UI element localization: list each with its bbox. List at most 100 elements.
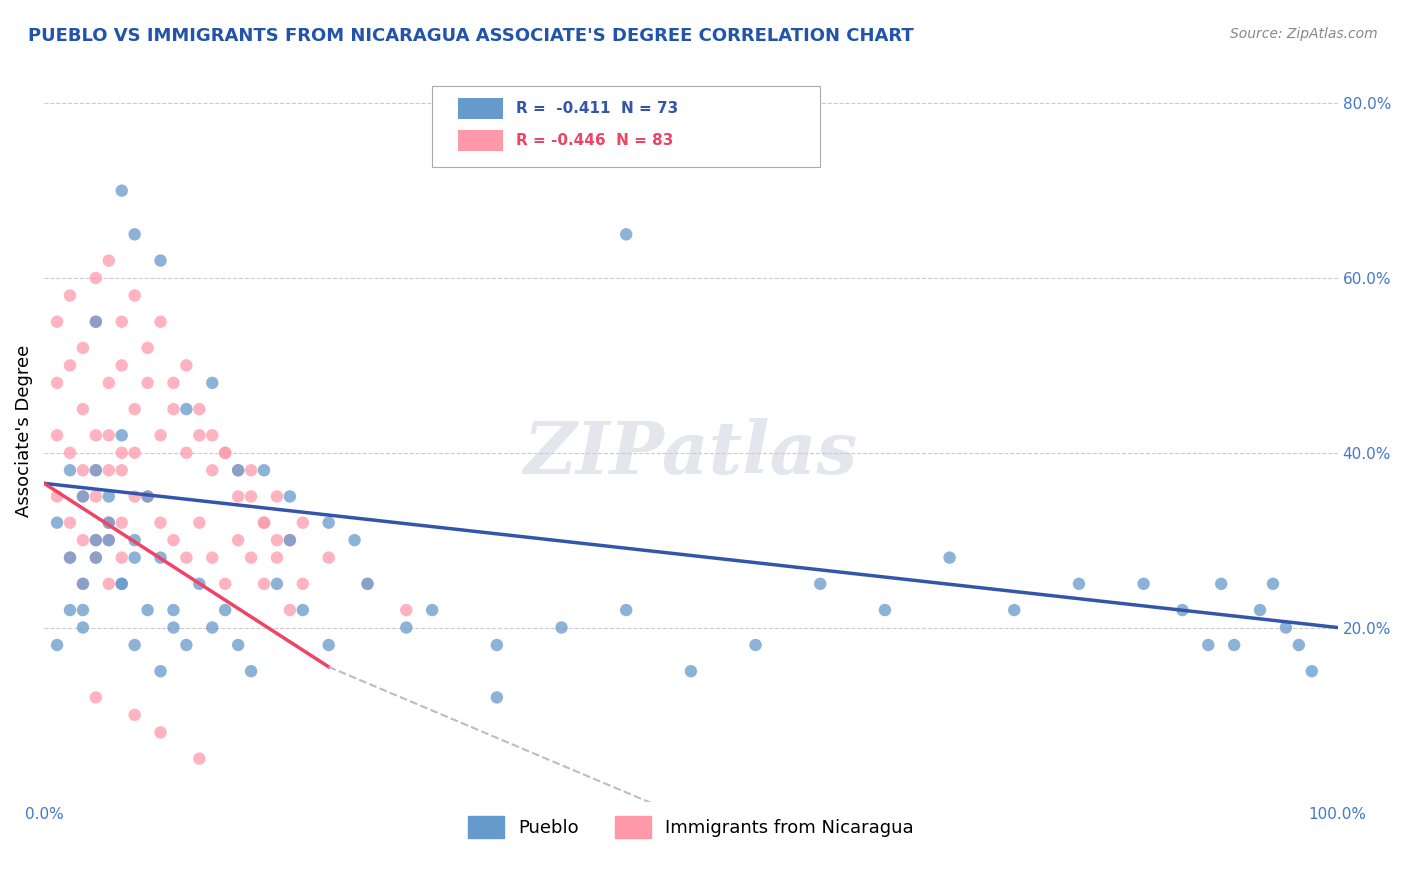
Point [111, 428, 134, 442]
Point [111, 359, 134, 373]
Point [679, 664, 702, 678]
Point [111, 184, 134, 198]
Point [395, 621, 418, 635]
Point [72, 603, 94, 617]
Point [136, 341, 159, 355]
Point [97, 533, 120, 548]
Point [214, 603, 236, 617]
Point [266, 577, 288, 591]
Point [59, 603, 82, 617]
Point [72, 490, 94, 504]
Point [1171, 603, 1194, 617]
Point [111, 463, 134, 477]
Point [136, 490, 159, 504]
Point [97, 428, 120, 442]
Point [124, 490, 146, 504]
Point [84, 271, 107, 285]
Point [485, 638, 508, 652]
Point [72, 463, 94, 477]
Point [1211, 577, 1233, 591]
Text: R = -0.446  N = 83: R = -0.446 N = 83 [516, 133, 673, 148]
Point [72, 341, 94, 355]
Point [485, 690, 508, 705]
Point [149, 664, 172, 678]
Point [188, 402, 211, 417]
Point [278, 490, 301, 504]
Point [201, 550, 224, 565]
Point [938, 550, 960, 565]
Point [84, 550, 107, 565]
Point [1002, 603, 1025, 617]
Point [240, 550, 263, 565]
Point [201, 463, 224, 477]
Point [253, 463, 276, 477]
Point [550, 621, 572, 635]
Point [72, 577, 94, 591]
Point [176, 550, 198, 565]
Point [1067, 577, 1090, 591]
Point [149, 315, 172, 329]
Point [162, 376, 184, 390]
Point [253, 577, 276, 591]
Point [176, 638, 198, 652]
Point [1223, 638, 1246, 652]
Point [97, 376, 120, 390]
Point [1197, 638, 1219, 652]
Point [201, 621, 224, 635]
Point [97, 516, 120, 530]
Point [420, 603, 443, 617]
Point [84, 428, 107, 442]
Point [84, 490, 107, 504]
Point [124, 533, 146, 548]
Point [188, 577, 211, 591]
Point [97, 533, 120, 548]
Point [291, 577, 314, 591]
Text: PUEBLO VS IMMIGRANTS FROM NICARAGUA ASSOCIATE'S DEGREE CORRELATION CHART: PUEBLO VS IMMIGRANTS FROM NICARAGUA ASSO… [28, 27, 914, 45]
Point [188, 516, 211, 530]
Point [46, 376, 69, 390]
Point [111, 446, 134, 460]
Point [176, 446, 198, 460]
Point [162, 402, 184, 417]
Point [149, 516, 172, 530]
Point [149, 253, 172, 268]
Legend: Pueblo, Immigrants from Nicaragua: Pueblo, Immigrants from Nicaragua [460, 809, 921, 846]
Point [318, 550, 340, 565]
Point [111, 516, 134, 530]
Point [291, 603, 314, 617]
Point [59, 516, 82, 530]
Point [59, 550, 82, 565]
Point [240, 664, 263, 678]
Point [84, 533, 107, 548]
Point [124, 446, 146, 460]
Point [1261, 577, 1284, 591]
Point [59, 288, 82, 302]
Point [84, 315, 107, 329]
Point [240, 490, 263, 504]
Text: R =  -0.411  N = 73: R = -0.411 N = 73 [516, 101, 679, 116]
Text: ZIPatlas: ZIPatlas [524, 417, 858, 489]
Point [149, 725, 172, 739]
Point [318, 516, 340, 530]
Point [201, 376, 224, 390]
Point [136, 603, 159, 617]
Point [59, 550, 82, 565]
Point [162, 603, 184, 617]
Point [136, 490, 159, 504]
Point [266, 550, 288, 565]
Point [226, 490, 249, 504]
Point [124, 550, 146, 565]
Point [72, 533, 94, 548]
FancyBboxPatch shape [432, 86, 820, 168]
Point [46, 315, 69, 329]
Point [97, 516, 120, 530]
Point [253, 516, 276, 530]
Point [46, 638, 69, 652]
Point [278, 533, 301, 548]
Point [124, 288, 146, 302]
Point [124, 707, 146, 722]
Point [1275, 621, 1298, 635]
Point [84, 550, 107, 565]
Point [72, 402, 94, 417]
Point [214, 577, 236, 591]
